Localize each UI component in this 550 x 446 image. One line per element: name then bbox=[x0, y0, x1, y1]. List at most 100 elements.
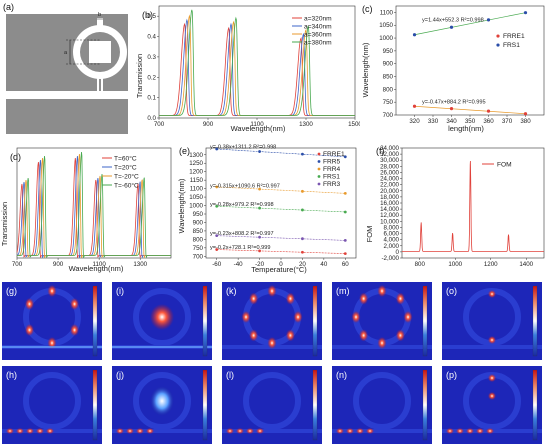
panel-d-temperature-transmission-chart: (d) Transmission Wavelength(nm) 700 900 11… bbox=[0, 147, 172, 273]
field-map-tile: (k) bbox=[222, 282, 322, 360]
d-legend-label: T=20°C bbox=[114, 163, 137, 171]
b-xtick-label: 1300 bbox=[299, 121, 313, 128]
f-ytick-label: 0 bbox=[396, 249, 400, 256]
top-stub bbox=[97, 18, 103, 27]
c-ytick-label: 1100 bbox=[380, 9, 394, 16]
field-map-tile: (g) bbox=[2, 282, 102, 360]
field-hotspot-cavity bbox=[150, 304, 174, 330]
field-waveguide-hotspot bbox=[366, 428, 374, 434]
dim-b-label: b bbox=[98, 12, 101, 18]
e-legend-label: FRRE1 bbox=[323, 151, 345, 158]
f-ytick-label: 20,000 bbox=[380, 188, 399, 195]
c-data-point bbox=[412, 33, 417, 37]
e-ytick-label: 1200 bbox=[189, 169, 203, 176]
c-xtick-label: 350 bbox=[465, 118, 476, 125]
field-panel-label: (k) bbox=[226, 286, 237, 296]
e-ytick-label: 1050 bbox=[189, 194, 203, 201]
field-waveguide-hotspot bbox=[16, 428, 24, 434]
b-xtick-label: 1100 bbox=[250, 121, 264, 128]
c-ytick-label: 900 bbox=[383, 61, 394, 68]
field-hotspot bbox=[267, 337, 277, 349]
field-map-tile: (o) bbox=[442, 282, 542, 360]
e-fit-label: y=-0.28x+979.2 R²=0.998 bbox=[210, 202, 274, 208]
field-panel-label: (g) bbox=[6, 286, 17, 296]
panel-a-schematic: (a) a b bbox=[3, 2, 128, 134]
f-ytick-label: 4,000 bbox=[384, 237, 400, 244]
c-data-point bbox=[449, 25, 454, 29]
field-hotspot bbox=[249, 329, 259, 342]
c-xtick-label: 340 bbox=[446, 118, 457, 125]
e-xtick-label: -20 bbox=[255, 261, 265, 268]
c-data-point bbox=[523, 112, 528, 116]
e-legend-label: FRR5 bbox=[323, 159, 341, 166]
e-data-point bbox=[343, 210, 347, 214]
f-ytick-label: -2,000 bbox=[381, 255, 399, 262]
field-panel-label: (n) bbox=[336, 370, 347, 380]
f-xtick-label: 1000 bbox=[448, 261, 462, 268]
field-map-tile: (i) bbox=[112, 282, 212, 360]
b-ytick-label: 0.5 bbox=[147, 13, 156, 20]
e-xtick-label: 40 bbox=[320, 261, 327, 268]
f-ytick-label: 32,000 bbox=[380, 151, 399, 158]
e-ytick-label: 750 bbox=[193, 245, 204, 252]
e-xtick-label: -40 bbox=[234, 261, 244, 268]
field-hotspot bbox=[377, 337, 387, 349]
f-ytick-label: 16,000 bbox=[380, 200, 399, 207]
field-cavity-glow bbox=[150, 386, 174, 416]
field-distribution-grid: (g) (i) (k) (m) (o) (h) (j) (l) (n) (p) bbox=[2, 282, 542, 444]
f-ytick-label: 22,000 bbox=[380, 182, 399, 189]
f-ytick-label: 34,000 bbox=[380, 145, 399, 152]
field-panel-label: (o) bbox=[446, 286, 457, 296]
d-series-line-4 bbox=[17, 152, 171, 259]
field-hotspot bbox=[377, 285, 387, 297]
f-ytick-label: 6,000 bbox=[384, 231, 400, 238]
panel-d-label: (d) bbox=[10, 152, 21, 162]
field-waveguide-hotspot bbox=[116, 428, 124, 434]
e-data-point bbox=[215, 204, 219, 208]
f-xtick-label: 1400 bbox=[519, 261, 533, 268]
field-waveguide-hotspot bbox=[456, 428, 464, 434]
field-hotspot bbox=[351, 311, 361, 323]
d-xtick-label: 1100 bbox=[92, 261, 106, 268]
e-ytick-label: 1100 bbox=[190, 186, 204, 193]
e-ytick-label: 1300 bbox=[189, 152, 203, 159]
b-ytick-label: 0.3 bbox=[147, 54, 156, 61]
e-ytick-label: 1250 bbox=[189, 160, 203, 167]
field-waveguide-hotspot bbox=[6, 428, 14, 434]
e-data-point bbox=[301, 250, 304, 254]
field-hotspot bbox=[488, 336, 496, 344]
field-waveguide-hotspot bbox=[26, 428, 34, 434]
e-legend-label: FRR3 bbox=[323, 181, 341, 188]
c-fit-label-bottom: y=-0.47x+884.2 R²=0.995 bbox=[422, 99, 486, 105]
f-ytick-label: 18,000 bbox=[380, 194, 399, 201]
field-waveguide-hotspot bbox=[36, 428, 44, 434]
b-ylabel: Transmission bbox=[135, 54, 144, 98]
e-ytick-label: 800 bbox=[193, 236, 204, 243]
panel-c-label: (c) bbox=[362, 4, 373, 14]
e-ylabel: Wavelength(nm) bbox=[177, 178, 186, 233]
e-data-point bbox=[343, 155, 347, 159]
field-map-tile: (m) bbox=[332, 282, 432, 360]
field-panel-label: (h) bbox=[6, 370, 17, 380]
e-data-point bbox=[343, 239, 347, 242]
field-hotspot bbox=[241, 311, 251, 323]
field-waveguide-hotspot bbox=[46, 428, 54, 434]
d-xtick-label: 1300 bbox=[133, 261, 147, 268]
c-ytick-label: 750 bbox=[383, 99, 394, 106]
e-legend-marker bbox=[317, 175, 321, 178]
field-waveguide-hotspot bbox=[346, 428, 354, 434]
c-ytick-label: 700 bbox=[383, 112, 394, 119]
panel-c-length-fit-chart: (c) Wavelength(nm) length(nm) 320 330 340 3… bbox=[361, 4, 545, 133]
b-xlabel: Wavelength(nm) bbox=[231, 124, 286, 133]
f-ytick-label: 14,000 bbox=[380, 206, 399, 213]
f-xtick-label: 1200 bbox=[484, 261, 498, 268]
field-colorbar bbox=[202, 285, 208, 357]
e-fit-label: y=-0.23x+808.2 R²=0.997 bbox=[210, 231, 274, 237]
field-hotspot bbox=[359, 329, 369, 342]
field-panel-label: (j) bbox=[116, 370, 124, 380]
c-ytick-label: 850 bbox=[383, 74, 394, 81]
panel-f-label: (f) bbox=[376, 146, 385, 156]
e-ytick-label: 1150 bbox=[190, 177, 204, 184]
e-data-point bbox=[258, 150, 261, 153]
field-hotspot bbox=[488, 392, 496, 400]
